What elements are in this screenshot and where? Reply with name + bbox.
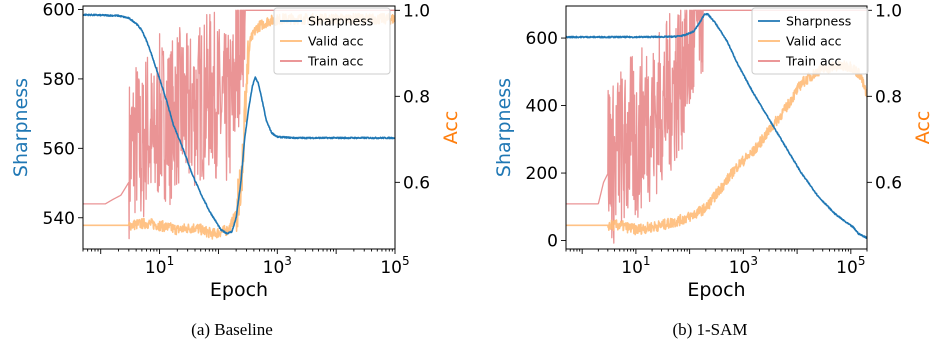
y-right-tick-label: 0.6 xyxy=(403,173,430,193)
x-tick-label: 105 xyxy=(380,254,409,278)
series-line-sharpness xyxy=(83,13,395,235)
chart-panel-0: 101 103 105 540 560 580 600 0.6 0.8 1.0 Epoch Sharp… xyxy=(10,0,462,301)
legend-label: Sharpness xyxy=(786,14,851,29)
legend-box xyxy=(751,7,869,75)
y-left-tick-label: 560 xyxy=(43,139,75,159)
x-tick-label: 101 xyxy=(621,254,650,278)
caption-1-sam: (b) 1-SAM xyxy=(672,320,748,339)
y-right-tick-label: 0.8 xyxy=(875,87,902,107)
legend-label: Sharpness xyxy=(308,14,373,29)
legend-label: Valid acc xyxy=(308,34,364,49)
y-right-tick-label: 1.0 xyxy=(403,1,430,21)
x-tick-label: 103 xyxy=(729,254,758,278)
legend-box xyxy=(273,7,391,75)
y-left-tick-label: 400 xyxy=(526,97,558,117)
y-left-tick-label: 0 xyxy=(547,232,558,252)
chart-panel-1: 101 103 105 0 200 400 600 0.6 0.8 1.0 Epoch Sharpne… xyxy=(493,1,934,301)
legend-label: Valid acc xyxy=(786,34,842,49)
legend-label: Train acc xyxy=(307,54,363,69)
y-right-axis-label: Acc xyxy=(440,111,462,145)
y-right-tick-label: 1.0 xyxy=(875,1,902,21)
y-left-tick-label: 580 xyxy=(43,70,75,90)
y-left-axis-label: Sharpness xyxy=(10,78,32,177)
y-left-tick-label: 600 xyxy=(526,29,558,49)
y-right-axis-label: Acc xyxy=(912,111,934,145)
y-right-tick-label: 0.8 xyxy=(403,87,430,107)
legend-label: Train acc xyxy=(785,54,841,69)
x-axis-label: Epoch xyxy=(210,279,268,301)
x-tick-label: 103 xyxy=(263,254,292,278)
series-line-sharpness xyxy=(566,12,867,239)
y-left-tick-label: 540 xyxy=(43,209,75,229)
y-left-tick-label: 200 xyxy=(526,164,558,184)
plot-frame xyxy=(565,5,868,250)
y-left-axis-label: Sharpness xyxy=(493,78,515,177)
caption-baseline: (a) Baseline xyxy=(191,320,273,339)
x-tick-label: 101 xyxy=(145,254,174,278)
plot-frame xyxy=(82,5,396,250)
x-axis-label: Epoch xyxy=(687,279,745,301)
legend: Sharpness Valid acc Train acc xyxy=(273,7,391,75)
y-right-tick-label: 0.6 xyxy=(875,173,902,193)
y-left-tick-label: 600 xyxy=(43,0,75,20)
x-tick-label: 105 xyxy=(836,254,865,278)
legend: Sharpness Valid acc Train acc xyxy=(751,7,869,75)
